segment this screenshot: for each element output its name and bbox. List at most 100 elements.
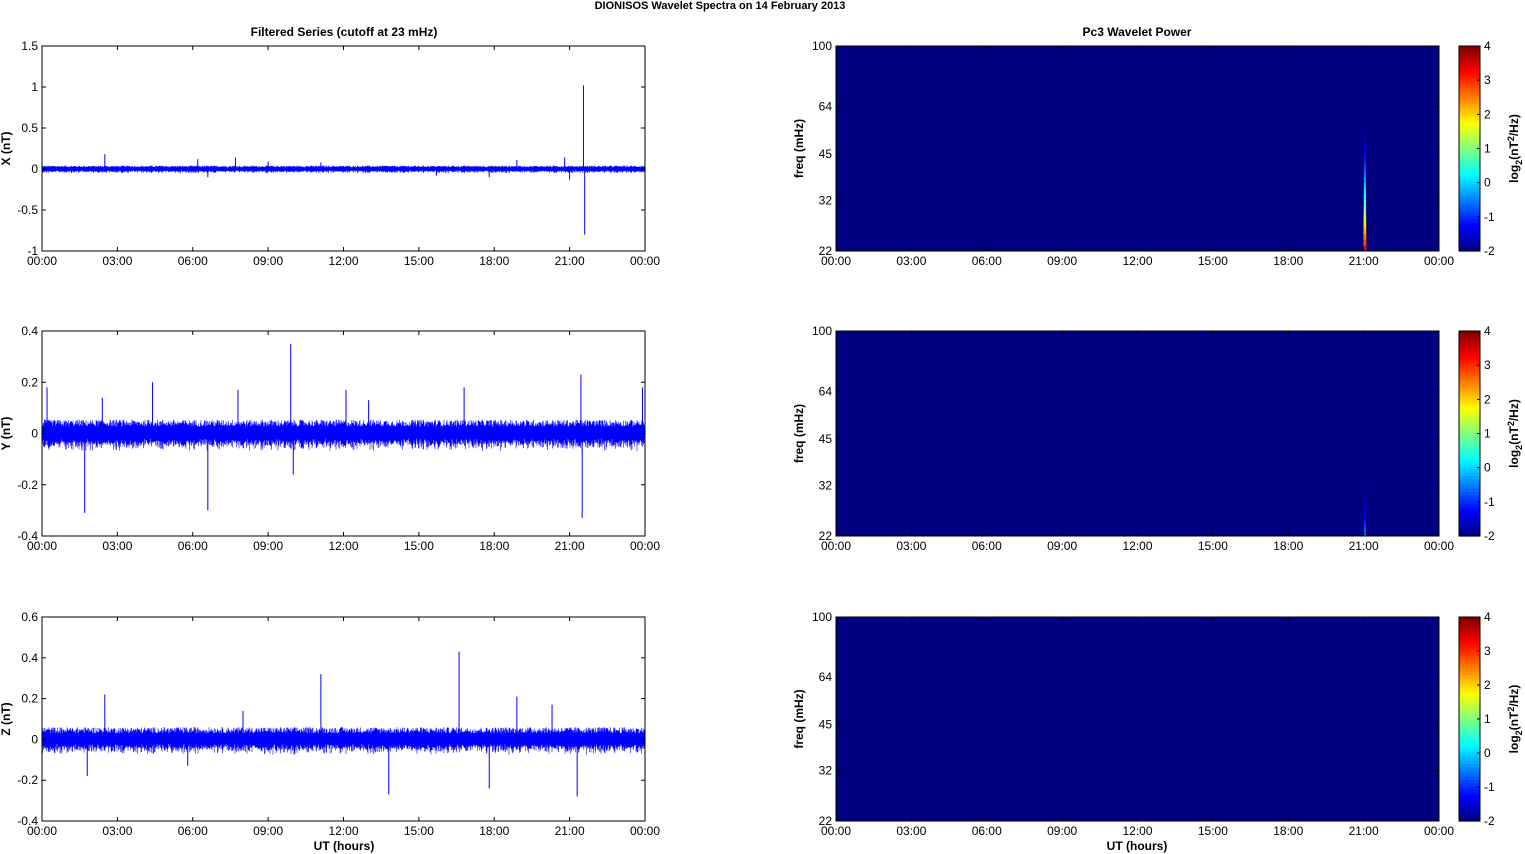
colorbar-cell bbox=[1459, 411, 1480, 415]
y-axis-label: freq (mHz) bbox=[792, 119, 806, 178]
heatmap-feature-cell bbox=[1363, 239, 1367, 246]
colorbar-cell bbox=[1459, 74, 1480, 79]
heatmap-feature-cell bbox=[1364, 115, 1366, 122]
heatmap-feature-cell bbox=[1363, 205, 1367, 212]
colorbar-cell bbox=[1459, 532, 1480, 537]
colorbar-cell bbox=[1459, 58, 1480, 63]
colorbar-cell bbox=[1459, 763, 1480, 768]
x-tick-label: 18:00 bbox=[479, 824, 509, 838]
y-tick-label: 64 bbox=[819, 99, 833, 113]
x-tick-label: 03:00 bbox=[102, 539, 132, 553]
colorbar-label: log2(nT2/Hz) bbox=[1506, 685, 1524, 754]
x-tick-label: 06:00 bbox=[972, 254, 1002, 268]
colorbar-cell bbox=[1459, 206, 1480, 210]
heatmap-feature-cell bbox=[1363, 200, 1367, 207]
x-tick-label: 12:00 bbox=[1122, 539, 1152, 553]
heatmap-background bbox=[836, 46, 1439, 251]
colorbar-cell bbox=[1459, 487, 1480, 492]
colorbar-cell bbox=[1459, 81, 1480, 86]
colorbar-cell bbox=[1459, 427, 1480, 431]
y-tick-label: 32 bbox=[819, 764, 833, 778]
colorbar-tick-label: -2 bbox=[1484, 814, 1495, 828]
colorbar-cell bbox=[1459, 671, 1480, 675]
y-axis-label: freq (mHz) bbox=[792, 689, 806, 748]
colorbar-cell bbox=[1459, 414, 1480, 419]
colorbar-cell bbox=[1459, 234, 1480, 239]
heatmap-feature-cell bbox=[1363, 177, 1366, 184]
colorbar-cell bbox=[1459, 52, 1480, 57]
heatmap-feature-cell bbox=[1364, 508, 1366, 512]
heatmap-feature-cell bbox=[1363, 524, 1366, 528]
colorbar-cell bbox=[1459, 478, 1480, 483]
colorbar-cell bbox=[1459, 356, 1480, 361]
colorbar-cell bbox=[1459, 71, 1480, 76]
heatmap-feature-cell bbox=[1363, 228, 1367, 235]
x-tick-label: 06:00 bbox=[178, 824, 208, 838]
colorbar-cell bbox=[1459, 773, 1480, 777]
colorbar-tick-label: 3 bbox=[1484, 358, 1491, 372]
heatmap-feature-cell bbox=[1364, 137, 1366, 144]
colorbar-cell bbox=[1459, 795, 1480, 800]
x-tick-label: 15:00 bbox=[1198, 254, 1228, 268]
x-tick-label: 06:00 bbox=[972, 539, 1002, 553]
colorbar-cell bbox=[1459, 808, 1480, 813]
x-tick-label: 06:00 bbox=[178, 539, 208, 553]
x-tick-label: 03:00 bbox=[102, 254, 132, 268]
y-tick-label: -1 bbox=[27, 244, 38, 258]
colorbar-cell bbox=[1459, 690, 1480, 695]
y-tick-label: 32 bbox=[819, 478, 833, 492]
y-axis-label: Z (nT) bbox=[0, 702, 13, 735]
right-xlabel: UT (hours) bbox=[1107, 839, 1168, 853]
colorbar-cell bbox=[1459, 241, 1480, 246]
heatmap-background bbox=[836, 617, 1439, 821]
heatmap-feature-cell bbox=[1364, 481, 1366, 484]
colorbar-tick-label: 0 bbox=[1484, 176, 1491, 190]
colorbar-cell bbox=[1459, 632, 1480, 637]
colorbar-cell bbox=[1459, 770, 1480, 774]
colorbar-cell bbox=[1459, 388, 1480, 393]
heatmap-feature-cell bbox=[1363, 166, 1366, 173]
x-tick-label: 18:00 bbox=[479, 539, 509, 553]
colorbar-label: log2(nT2/Hz) bbox=[1506, 399, 1524, 468]
colorbar-cell bbox=[1459, 385, 1480, 390]
x-tick-label: 00:00 bbox=[27, 824, 57, 838]
colorbar-cell bbox=[1459, 337, 1480, 342]
colorbar-cell bbox=[1459, 623, 1480, 628]
colorbar-tick-label: -1 bbox=[1484, 780, 1495, 794]
colorbar-cell bbox=[1459, 462, 1480, 467]
y-tick-label: 100 bbox=[812, 610, 832, 624]
colorbar-cell bbox=[1459, 731, 1480, 736]
colorbar-cell bbox=[1459, 138, 1480, 143]
heatmap-feature-cell bbox=[1363, 515, 1366, 519]
colorbar-cell bbox=[1459, 100, 1480, 105]
y-tick-label: 0 bbox=[31, 732, 38, 746]
colorbar-cell bbox=[1459, 122, 1480, 127]
heatmap-feature-cell bbox=[1363, 183, 1366, 190]
colorbar-cell bbox=[1459, 715, 1480, 720]
heatmap-feature-cell bbox=[1363, 533, 1367, 537]
colorbar-cell bbox=[1459, 722, 1480, 726]
colorbar-cell bbox=[1459, 782, 1480, 787]
heatmap-feature-cell bbox=[1364, 503, 1366, 507]
x-tick-label: 12:00 bbox=[1122, 254, 1152, 268]
x-tick-label: 00:00 bbox=[1424, 539, 1454, 553]
colorbar-cell bbox=[1459, 154, 1480, 159]
colorbar-cell bbox=[1459, 519, 1480, 524]
heatmap-feature-cell bbox=[1364, 499, 1366, 503]
colorbar-cell bbox=[1459, 202, 1480, 207]
heatmap-feature-cell bbox=[1364, 154, 1366, 161]
colorbar-cell bbox=[1459, 391, 1480, 396]
x-tick-label: 00:00 bbox=[27, 254, 57, 268]
y-tick-label: 45 bbox=[819, 718, 833, 732]
heatmap-feature-cell bbox=[1364, 120, 1366, 127]
colorbar-cell bbox=[1459, 776, 1480, 781]
x-tick-label: 00:00 bbox=[27, 539, 57, 553]
y-tick-label: 0.2 bbox=[21, 375, 38, 389]
heatmap-feature-cell bbox=[1364, 149, 1366, 156]
x-tick-label: 00:00 bbox=[821, 824, 851, 838]
colorbar-tick-label: 0 bbox=[1484, 461, 1491, 475]
colorbar-cell bbox=[1459, 645, 1480, 650]
colorbar-cell bbox=[1459, 636, 1480, 640]
heatmap-feature-cell bbox=[1363, 522, 1366, 526]
colorbar-cell bbox=[1459, 407, 1480, 412]
